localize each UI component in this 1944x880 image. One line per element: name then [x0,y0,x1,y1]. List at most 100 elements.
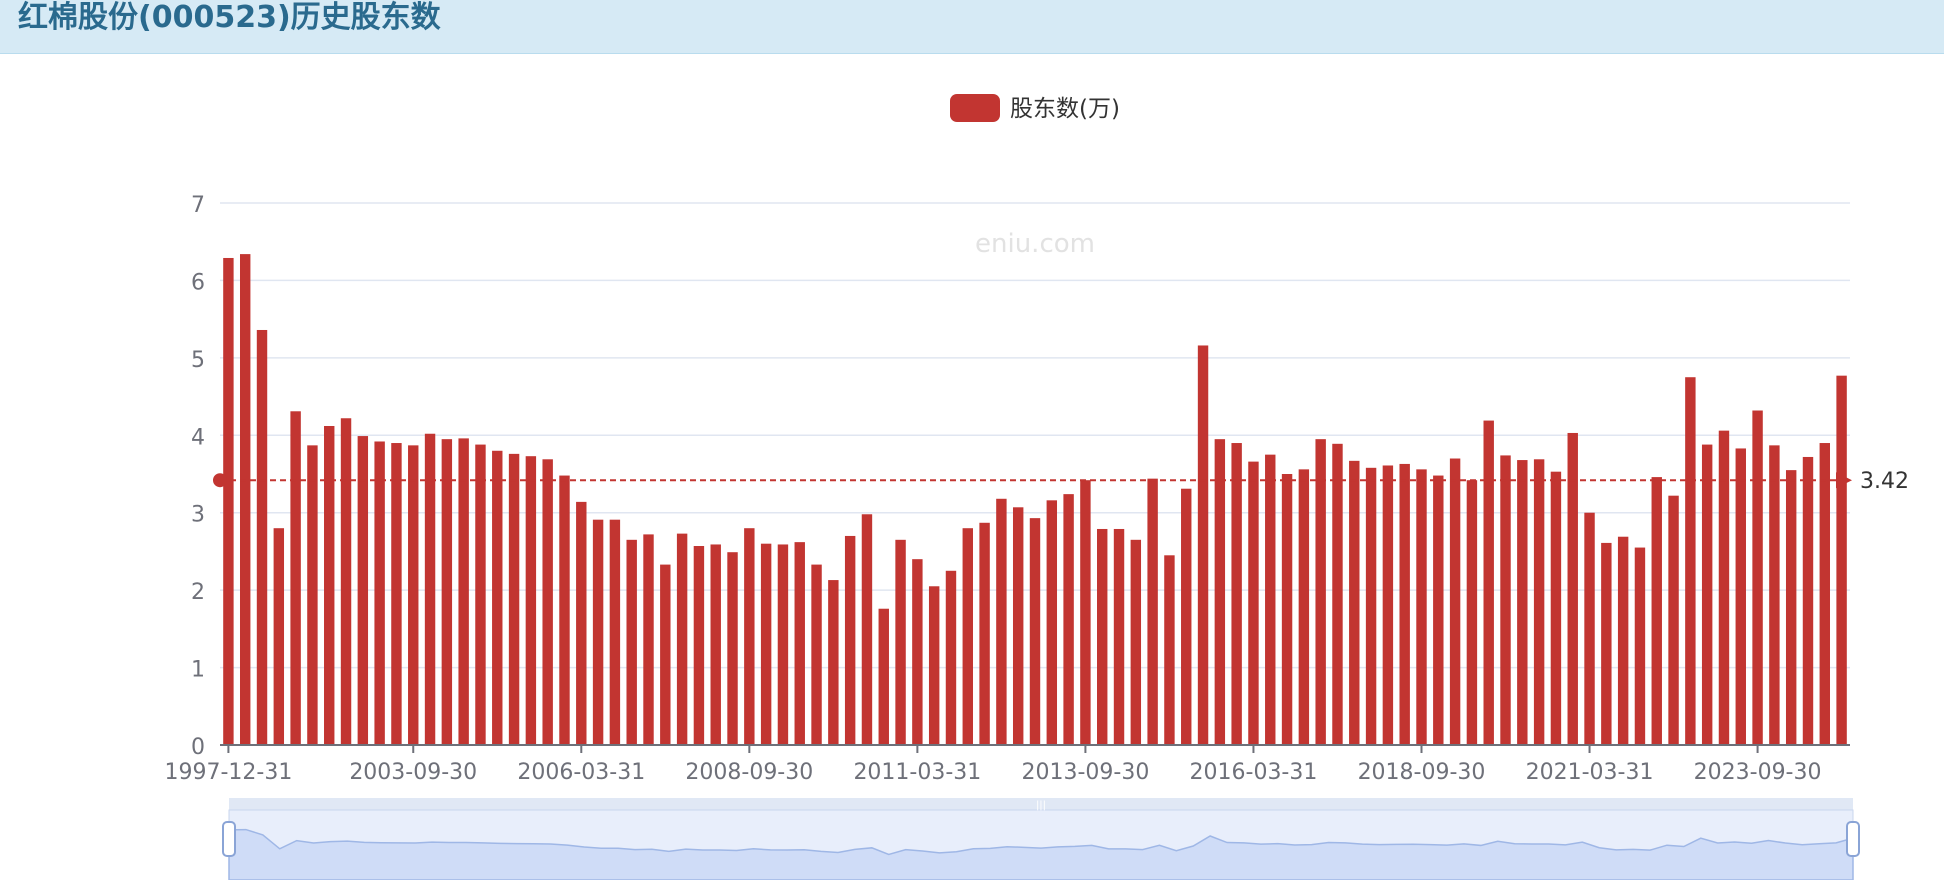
bar[interactable] [391,443,402,745]
bar[interactable] [1601,542,1612,745]
bar[interactable] [1533,459,1545,745]
bar[interactable] [1752,410,1763,745]
bar[interactable] [492,450,503,745]
bar[interactable] [239,254,251,746]
bar[interactable] [1298,469,1310,745]
bar[interactable] [1332,443,1343,745]
bar[interactable] [1365,467,1377,745]
zoom-grip-icon[interactable]: ||| [1036,800,1046,811]
bar[interactable] [1063,494,1074,745]
bar[interactable] [1382,465,1394,745]
bar[interactable] [424,433,436,745]
bar[interactable] [1785,470,1797,745]
bar[interactable] [1701,444,1713,745]
bar[interactable] [1164,555,1175,745]
bar[interactable] [996,498,1007,745]
bar[interactable] [811,564,822,745]
data-zoom[interactable]: ||| [222,798,1860,880]
bar[interactable] [273,528,285,745]
bar[interactable] [1668,495,1679,745]
bar[interactable] [1214,439,1226,745]
bar[interactable] [1130,539,1142,745]
bar[interactable] [878,608,889,745]
bar[interactable] [928,586,940,745]
bar[interactable] [1416,469,1427,745]
bar[interactable] [1097,528,1108,745]
bar[interactable] [1718,430,1730,745]
bar[interactable] [760,543,772,745]
bar[interactable] [1315,439,1326,745]
bar[interactable] [861,514,873,745]
zoom-handle-right[interactable] [1846,821,1860,857]
bar[interactable] [1147,478,1158,745]
bar[interactable] [895,539,906,745]
bar[interactable] [710,544,721,745]
bar[interactable] [1265,454,1276,745]
bar[interactable] [1802,456,1814,745]
bar[interactable] [979,522,990,745]
bar[interactable] [542,459,553,745]
bar[interactable] [676,533,688,745]
bar[interactable] [777,544,789,745]
bar[interactable] [1046,500,1058,745]
bar[interactable] [945,570,957,745]
bar[interactable] [643,534,654,745]
bar[interactable] [912,559,923,745]
bar[interactable] [1433,475,1444,745]
bar[interactable] [1836,375,1847,745]
bar[interactable] [324,425,335,745]
bar[interactable] [1483,420,1494,745]
bar[interactable] [693,546,705,745]
bar[interactable] [441,439,453,745]
bar[interactable] [357,436,369,745]
bar[interactable] [525,456,537,745]
bar[interactable] [1769,445,1780,745]
bar[interactable] [1634,547,1646,745]
bar[interactable] [559,475,570,745]
bar[interactable] [1181,488,1192,745]
bar[interactable] [475,444,486,745]
bar[interactable] [794,542,805,745]
bar[interactable] [1517,460,1528,745]
bar[interactable] [576,501,587,745]
bar[interactable] [1466,480,1478,745]
bar[interactable] [744,528,755,745]
bar[interactable] [1567,432,1578,745]
bar-series[interactable] [223,254,1847,746]
zoom-handle-left[interactable] [222,821,236,857]
bar[interactable] [508,453,520,745]
bar[interactable] [1113,528,1125,745]
bar[interactable] [408,445,419,745]
bar[interactable] [1029,518,1041,745]
bar[interactable] [1651,477,1662,745]
bar[interactable] [458,438,469,745]
bar[interactable] [1584,512,1595,745]
bar[interactable] [1735,448,1746,745]
bar[interactable] [609,519,621,745]
bar[interactable] [1248,461,1259,745]
bar[interactable] [844,535,856,745]
bar[interactable] [1500,455,1511,745]
bar[interactable] [340,418,352,745]
bar[interactable] [290,411,301,745]
bar[interactable] [1550,471,1562,745]
bar[interactable] [828,580,839,745]
bar[interactable] [223,257,234,745]
bar[interactable] [1197,345,1209,745]
bar[interactable] [1685,377,1696,745]
bar[interactable] [1399,463,1410,745]
bar[interactable] [374,441,385,745]
bar[interactable] [1281,474,1293,745]
bar[interactable] [1349,460,1360,745]
bar[interactable] [962,528,973,745]
legend[interactable]: 股东数(万) [950,94,1120,122]
bar[interactable] [1012,507,1024,745]
zoom-top-bar[interactable] [229,798,1853,810]
bar[interactable] [1617,536,1629,745]
bar[interactable] [1080,480,1091,745]
bar[interactable] [256,329,268,745]
bar[interactable] [592,519,604,745]
bar[interactable] [1819,443,1831,745]
bar[interactable] [660,564,671,745]
legend-label[interactable]: 股东数(万) [1010,96,1120,122]
